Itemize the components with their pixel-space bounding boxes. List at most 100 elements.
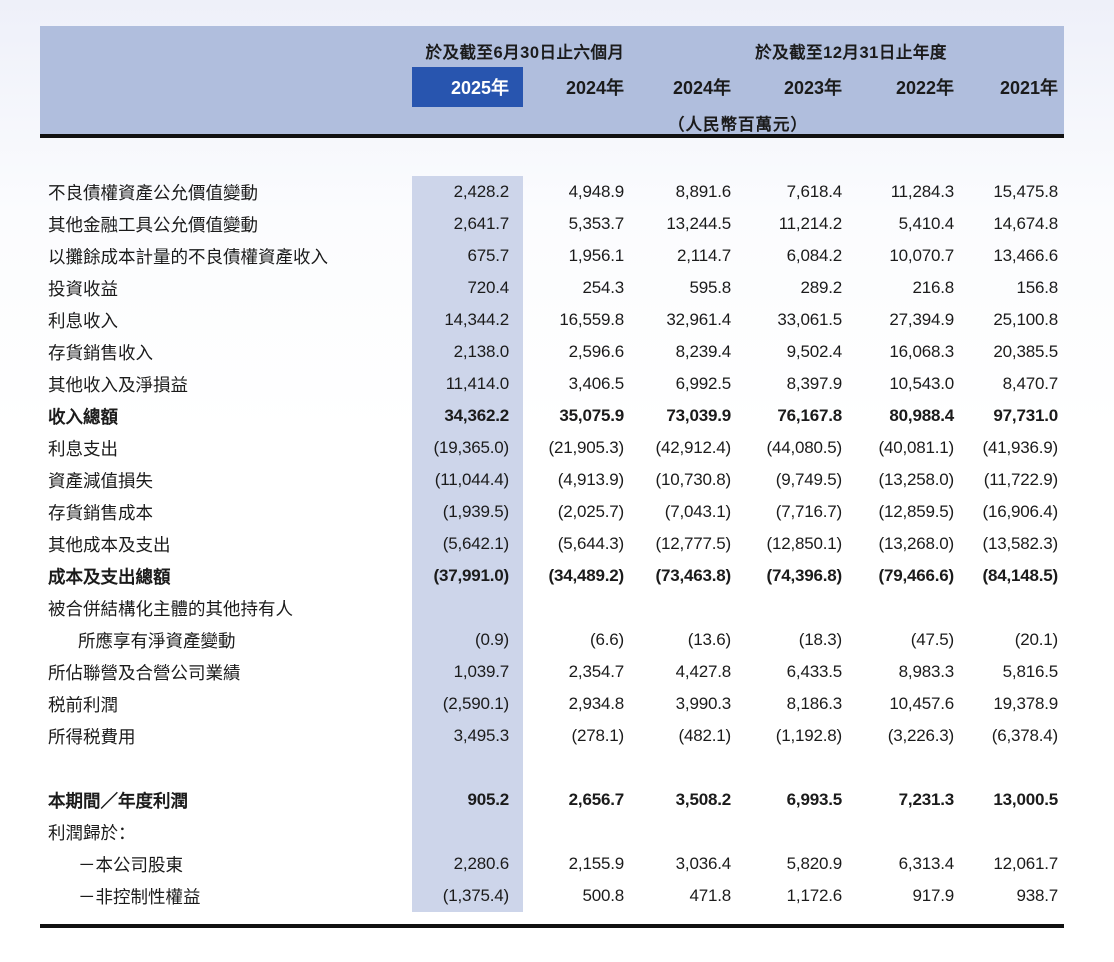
- value-cell: 5,816.5: [1002, 662, 1059, 681]
- year-header-2025: 2025年: [412, 67, 523, 107]
- value-cell: 80,988.4: [889, 406, 954, 425]
- row-label: 收入總額: [48, 406, 118, 427]
- value-cell: 11,284.3: [890, 182, 955, 201]
- table-row: 收入總額 34,362.2 35,075.9 73,039.9 76,167.8 80,9…: [40, 400, 1064, 432]
- value-cell: 76,167.8: [777, 406, 842, 425]
- value-cell: 13,466.6: [993, 246, 1058, 265]
- value-cell: 5,353.7: [568, 214, 625, 233]
- value-cell: 2,934.8: [568, 694, 625, 713]
- value-cell: 500.8: [582, 886, 624, 905]
- row-label: 被合併結構化主體的其他持有人: [48, 598, 293, 619]
- table-row: 利息收入 14,344.2 16,559.8 32,961.4 33,061.5 27,3…: [40, 304, 1064, 336]
- year-header-2023: 2023年: [783, 78, 842, 98]
- row-label: 存貨銷售成本: [48, 502, 153, 523]
- value-cell: 3,406.5: [568, 374, 625, 393]
- table-row: 以攤餘成本計量的不良債權資產收入 675.7 1,956.1 2,114.7 6,084…: [40, 240, 1064, 272]
- value-cell: 35,075.9: [559, 406, 624, 425]
- unit-note-row: （人民幣百萬元）: [40, 108, 1064, 138]
- value-cell-highlighted: 675.7: [412, 240, 523, 272]
- row-label: 其他金融工具公允價值變動: [48, 214, 258, 235]
- value-cell: (3,226.3): [887, 726, 954, 745]
- value-cell: 14,674.8: [993, 214, 1058, 233]
- value-cell: (5,644.3): [557, 534, 624, 553]
- value-cell: (41,936.9): [982, 438, 1059, 457]
- value-cell: 2,656.7: [568, 790, 625, 809]
- row-label: 成本及支出總額: [48, 566, 171, 587]
- value-cell: 2,354.7: [568, 662, 625, 681]
- value-cell: 12,061.7: [993, 854, 1058, 873]
- value-cell: 11,214.2: [778, 214, 843, 233]
- value-cell-highlighted: 720.4: [412, 272, 523, 304]
- table-row: 存貨銷售收入 2,138.0 2,596.6 8,239.4 9,502.4 16,068…: [40, 336, 1064, 368]
- unit-note: （人民幣百萬元）: [668, 116, 808, 134]
- value-cell-highlighted: (0.9): [412, 624, 523, 656]
- table-row: 所佔聯營及合營公司業績 1,039.7 2,354.7 4,427.8 6,433.5 8…: [40, 656, 1064, 688]
- value-cell: 73,039.9: [666, 406, 731, 425]
- value-cell: (2,025.7): [557, 502, 624, 521]
- value-cell: (10,730.8): [655, 470, 732, 489]
- value-cell: 6,992.5: [675, 374, 732, 393]
- value-cell: (20.1): [1014, 630, 1058, 649]
- row-label: 所應享有淨資產變動: [78, 630, 236, 651]
- value-cell: 13,244.5: [666, 214, 731, 233]
- value-cell: 595.8: [689, 278, 731, 297]
- value-cell: 20,385.5: [993, 342, 1058, 361]
- row-label: 税前利潤: [48, 694, 118, 715]
- value-cell: (47.5): [910, 630, 954, 649]
- value-cell: (84,148.5): [982, 566, 1059, 585]
- value-cell: 25,100.8: [993, 310, 1058, 329]
- table-row: 不良債權資產公允價值變動 2,428.2 4,948.9 8,891.6 7,618.4…: [40, 176, 1064, 208]
- value-cell: (13,582.3): [982, 534, 1059, 553]
- value-cell: (73,463.8): [655, 566, 732, 585]
- value-cell: 156.8: [1016, 278, 1058, 297]
- year-header-2021: 2021年: [999, 78, 1058, 98]
- period-header-full-year: 於及截至12月31日止年度: [755, 44, 947, 62]
- value-cell: (4,913.9): [557, 470, 624, 489]
- value-cell: (482.1): [678, 726, 732, 745]
- value-cell: (12,859.5): [878, 502, 955, 521]
- value-cell: 5,820.9: [786, 854, 843, 873]
- value-cell-highlighted: 2,428.2: [412, 176, 523, 208]
- table-row: 其他成本及支出 (5,642.1) (5,644.3) (12,777.5) (12,8…: [40, 528, 1064, 560]
- value-cell-highlighted: 3,495.3: [412, 720, 523, 752]
- value-cell: (7,716.7): [775, 502, 842, 521]
- value-cell: 1,956.1: [568, 246, 625, 265]
- value-cell: (11,722.9): [983, 470, 1058, 489]
- value-cell: 6,433.5: [786, 662, 843, 681]
- value-cell: 7,231.3: [898, 790, 955, 809]
- row-label: 所佔聯營及合營公司業績: [48, 662, 241, 683]
- table-header: 於及截至6月30日止六個月 於及截至12月31日止年度 2025年 2024年 …: [40, 26, 1064, 138]
- value-cell: 27,394.9: [889, 310, 954, 329]
- value-cell-highlighted: 14,344.2: [412, 304, 523, 336]
- value-cell-highlighted: 2,641.7: [412, 208, 523, 240]
- value-cell: 289.2: [800, 278, 842, 297]
- value-cell: (18.3): [798, 630, 842, 649]
- value-cell: 471.8: [689, 886, 731, 905]
- row-label: 利息收入: [48, 310, 118, 331]
- table-row: －非控制性權益 (1,375.4) 500.8 471.8 1,172.6 917.9 93…: [40, 880, 1064, 912]
- value-cell-highlighted: [412, 816, 523, 848]
- row-label: 本期間／年度利潤: [48, 790, 188, 811]
- value-cell: 1,172.6: [786, 886, 843, 905]
- period-header-six-months: 於及截至6月30日止六個月: [425, 44, 625, 62]
- value-cell: 3,508.2: [675, 790, 732, 809]
- value-cell: (1,192.8): [775, 726, 842, 745]
- row-label: 資產減值損失: [48, 470, 153, 491]
- value-cell-highlighted: (1,939.5): [412, 496, 523, 528]
- year-header-row: 2025年 2024年 2024年 2023年 2022年 2021年: [40, 66, 1064, 108]
- value-cell: (40,081.1): [878, 438, 955, 457]
- row-label: －非控制性權益: [78, 886, 201, 907]
- value-cell: 5,410.4: [898, 214, 955, 233]
- row-label: －本公司股東: [78, 854, 183, 875]
- value-cell: 10,457.6: [889, 694, 954, 713]
- value-cell: 9,502.4: [786, 342, 843, 361]
- value-cell-highlighted: 11,414.0: [412, 368, 523, 400]
- value-cell: (9,749.5): [775, 470, 842, 489]
- value-cell: (34,489.2): [548, 566, 625, 585]
- value-cell: (6.6): [590, 630, 624, 649]
- value-cell: 8,470.7: [1002, 374, 1059, 393]
- value-cell: (13,268.0): [878, 534, 955, 553]
- value-cell: 938.7: [1016, 886, 1058, 905]
- row-label: 所得税費用: [48, 726, 136, 747]
- row-label: 投資收益: [48, 278, 118, 299]
